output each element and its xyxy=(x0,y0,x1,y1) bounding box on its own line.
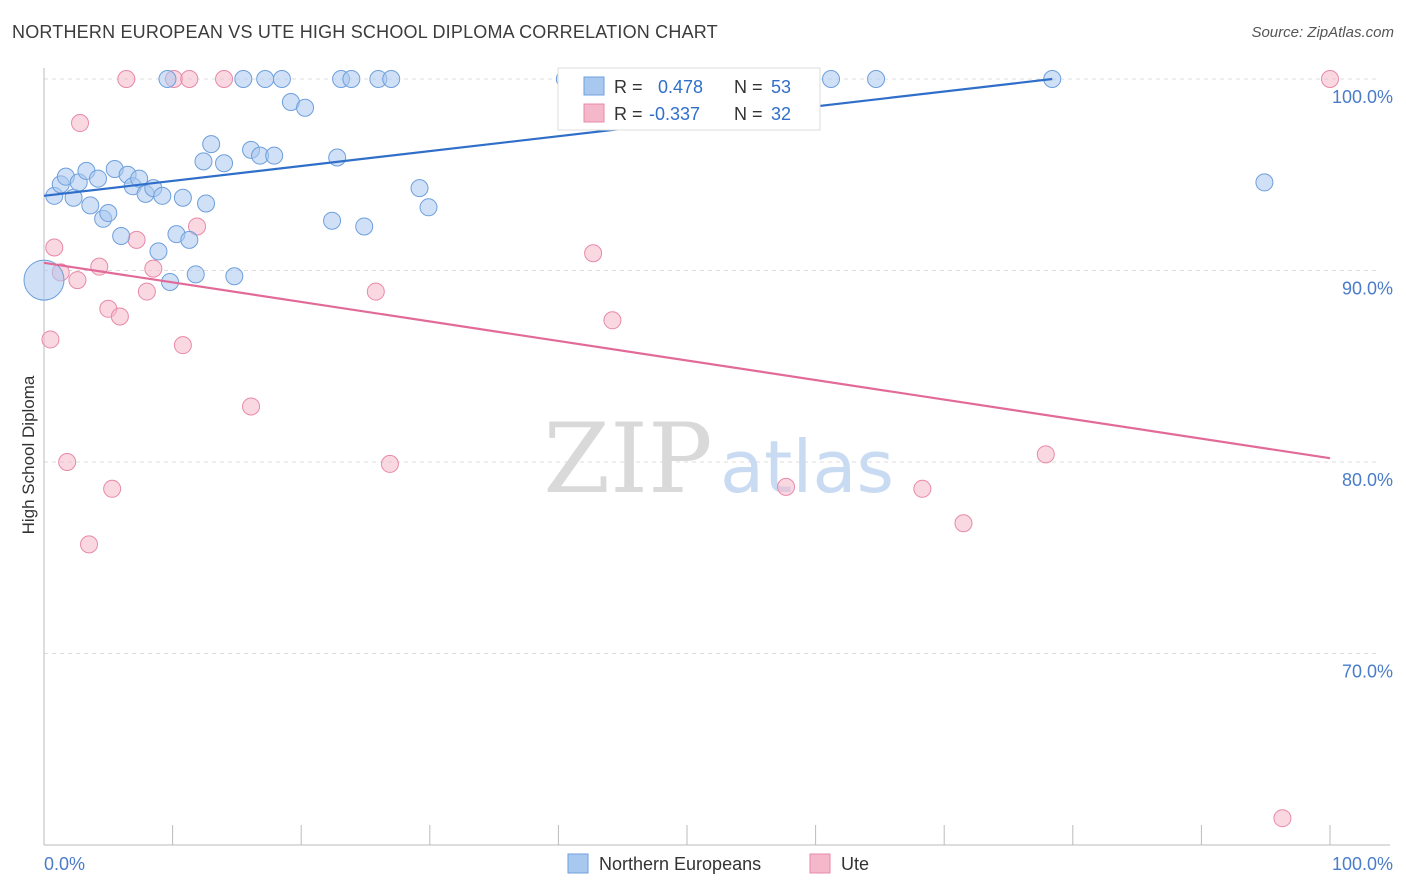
x-tick-label-min: 0.0% xyxy=(44,854,85,874)
legend-r-label-1: R = xyxy=(614,77,643,97)
series-legend-ute: Ute xyxy=(841,854,869,874)
ute-point xyxy=(603,311,622,330)
ute-point xyxy=(1273,809,1292,828)
ute-point xyxy=(954,514,973,533)
ute-point xyxy=(41,330,60,349)
northern-european-point xyxy=(197,194,216,213)
x-tick-labels: 0.0% 100.0% xyxy=(44,854,1393,874)
northern-european-point xyxy=(272,70,291,88)
series-legend-swatch-ute xyxy=(809,853,831,874)
y-tick-labels: 70.0% 80.0% 90.0% 100.0% xyxy=(1332,87,1393,682)
northern-european-point xyxy=(256,70,275,88)
ute-point xyxy=(58,453,77,471)
northern-european-point xyxy=(81,196,100,215)
northern-european-point xyxy=(130,169,149,188)
trend-lines xyxy=(43,77,1331,460)
northern-european-point xyxy=(867,70,886,88)
ute-point xyxy=(215,70,234,88)
ute-point xyxy=(103,479,122,498)
northern-european-point xyxy=(215,154,234,173)
ute-point xyxy=(584,244,603,263)
northern-european-point xyxy=(173,188,192,207)
legend-swatch-pink xyxy=(583,103,605,123)
ute-point xyxy=(1036,445,1055,464)
legend-r-value-2: -0.337 xyxy=(649,104,700,124)
x-tick-label-max: 100.0% xyxy=(1332,854,1393,874)
ute-point xyxy=(137,282,156,301)
legend-n-label-1: N = xyxy=(734,77,763,97)
northern-european-point xyxy=(296,98,315,117)
ute-point xyxy=(45,238,64,257)
northern-european-point xyxy=(99,204,118,223)
ute-point xyxy=(1321,70,1339,88)
watermark-zip: ZIP xyxy=(543,403,712,515)
y-axis-label: High School Diploma xyxy=(19,375,38,534)
ute-point xyxy=(173,336,192,355)
ute-point xyxy=(127,230,146,249)
legend-r-label-2: R = xyxy=(614,104,643,124)
y-tick-label: 100.0% xyxy=(1332,87,1393,107)
chart-title: NORTHERN EUROPEAN VS UTE HIGH SCHOOL DIP… xyxy=(12,22,718,42)
northern-european-point xyxy=(186,265,205,284)
northern-european-point xyxy=(158,70,177,88)
northern-european-point xyxy=(1255,173,1274,192)
ute-point xyxy=(71,114,90,133)
northern-european-points xyxy=(23,70,1274,301)
legend-n-label-2: N = xyxy=(734,104,763,124)
ute-point xyxy=(180,70,199,88)
legend-r-value-1: 0.478 xyxy=(658,77,703,97)
northern-european-point xyxy=(194,152,213,171)
ute-point xyxy=(68,271,87,290)
northern-european-trend-line xyxy=(43,77,1053,197)
watermark: ZIP atlas xyxy=(543,403,894,515)
northern-european-point xyxy=(822,70,841,88)
northern-european-point xyxy=(419,198,438,217)
ute-point xyxy=(777,477,796,496)
northern-european-point xyxy=(225,267,244,286)
northern-european-point xyxy=(323,211,342,230)
ute-trend-line xyxy=(43,261,1331,460)
ute-point xyxy=(144,259,163,278)
series-legend: Northern Europeans Ute xyxy=(567,853,869,874)
ute-point xyxy=(380,454,399,473)
ute-point xyxy=(913,479,932,498)
y-tick-label: 80.0% xyxy=(1342,470,1393,490)
northern-european-point xyxy=(342,70,361,88)
ute-point xyxy=(242,397,261,416)
northern-european-point xyxy=(23,259,65,301)
series-legend-ne: Northern Europeans xyxy=(599,854,761,874)
series-legend-swatch-ne xyxy=(567,853,589,874)
northern-european-point xyxy=(112,227,131,246)
ute-point xyxy=(366,282,385,301)
northern-european-point xyxy=(234,70,253,88)
northern-european-point xyxy=(382,70,401,88)
northern-european-point xyxy=(89,169,108,188)
ute-point xyxy=(80,535,99,554)
gridlines xyxy=(44,78,1380,654)
axes xyxy=(43,68,1390,846)
ute-point xyxy=(117,70,136,88)
legend-n-value-2: 32 xyxy=(771,104,791,124)
northern-european-point xyxy=(149,242,168,261)
northern-european-point xyxy=(180,230,199,249)
northern-european-point xyxy=(153,186,172,205)
northern-european-point xyxy=(202,135,221,154)
ute-point xyxy=(110,307,129,326)
legend-n-value-1: 53 xyxy=(771,77,791,97)
legend-swatch-blue xyxy=(583,76,605,96)
ute-point xyxy=(188,217,207,236)
northern-european-point xyxy=(355,217,374,236)
watermark-atlas: atlas xyxy=(720,425,894,509)
y-tick-label: 90.0% xyxy=(1342,279,1393,299)
northern-european-point xyxy=(265,146,284,165)
y-tick-label: 70.0% xyxy=(1342,662,1393,682)
stats-legend: R = 0.478 N = 53 R = -0.337 N = 32 xyxy=(557,67,821,131)
source-label: Source: ZipAtlas.com xyxy=(1251,24,1394,41)
northern-european-point xyxy=(410,179,429,198)
